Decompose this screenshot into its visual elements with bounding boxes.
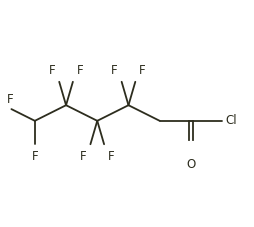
Text: F: F: [80, 150, 86, 163]
Text: F: F: [111, 64, 117, 77]
Text: F: F: [76, 64, 83, 77]
Text: Cl: Cl: [224, 114, 236, 127]
Text: F: F: [31, 150, 38, 163]
Text: F: F: [139, 64, 145, 77]
Text: F: F: [49, 64, 55, 77]
Text: F: F: [7, 93, 13, 106]
Text: O: O: [186, 158, 195, 171]
Text: F: F: [107, 150, 114, 163]
